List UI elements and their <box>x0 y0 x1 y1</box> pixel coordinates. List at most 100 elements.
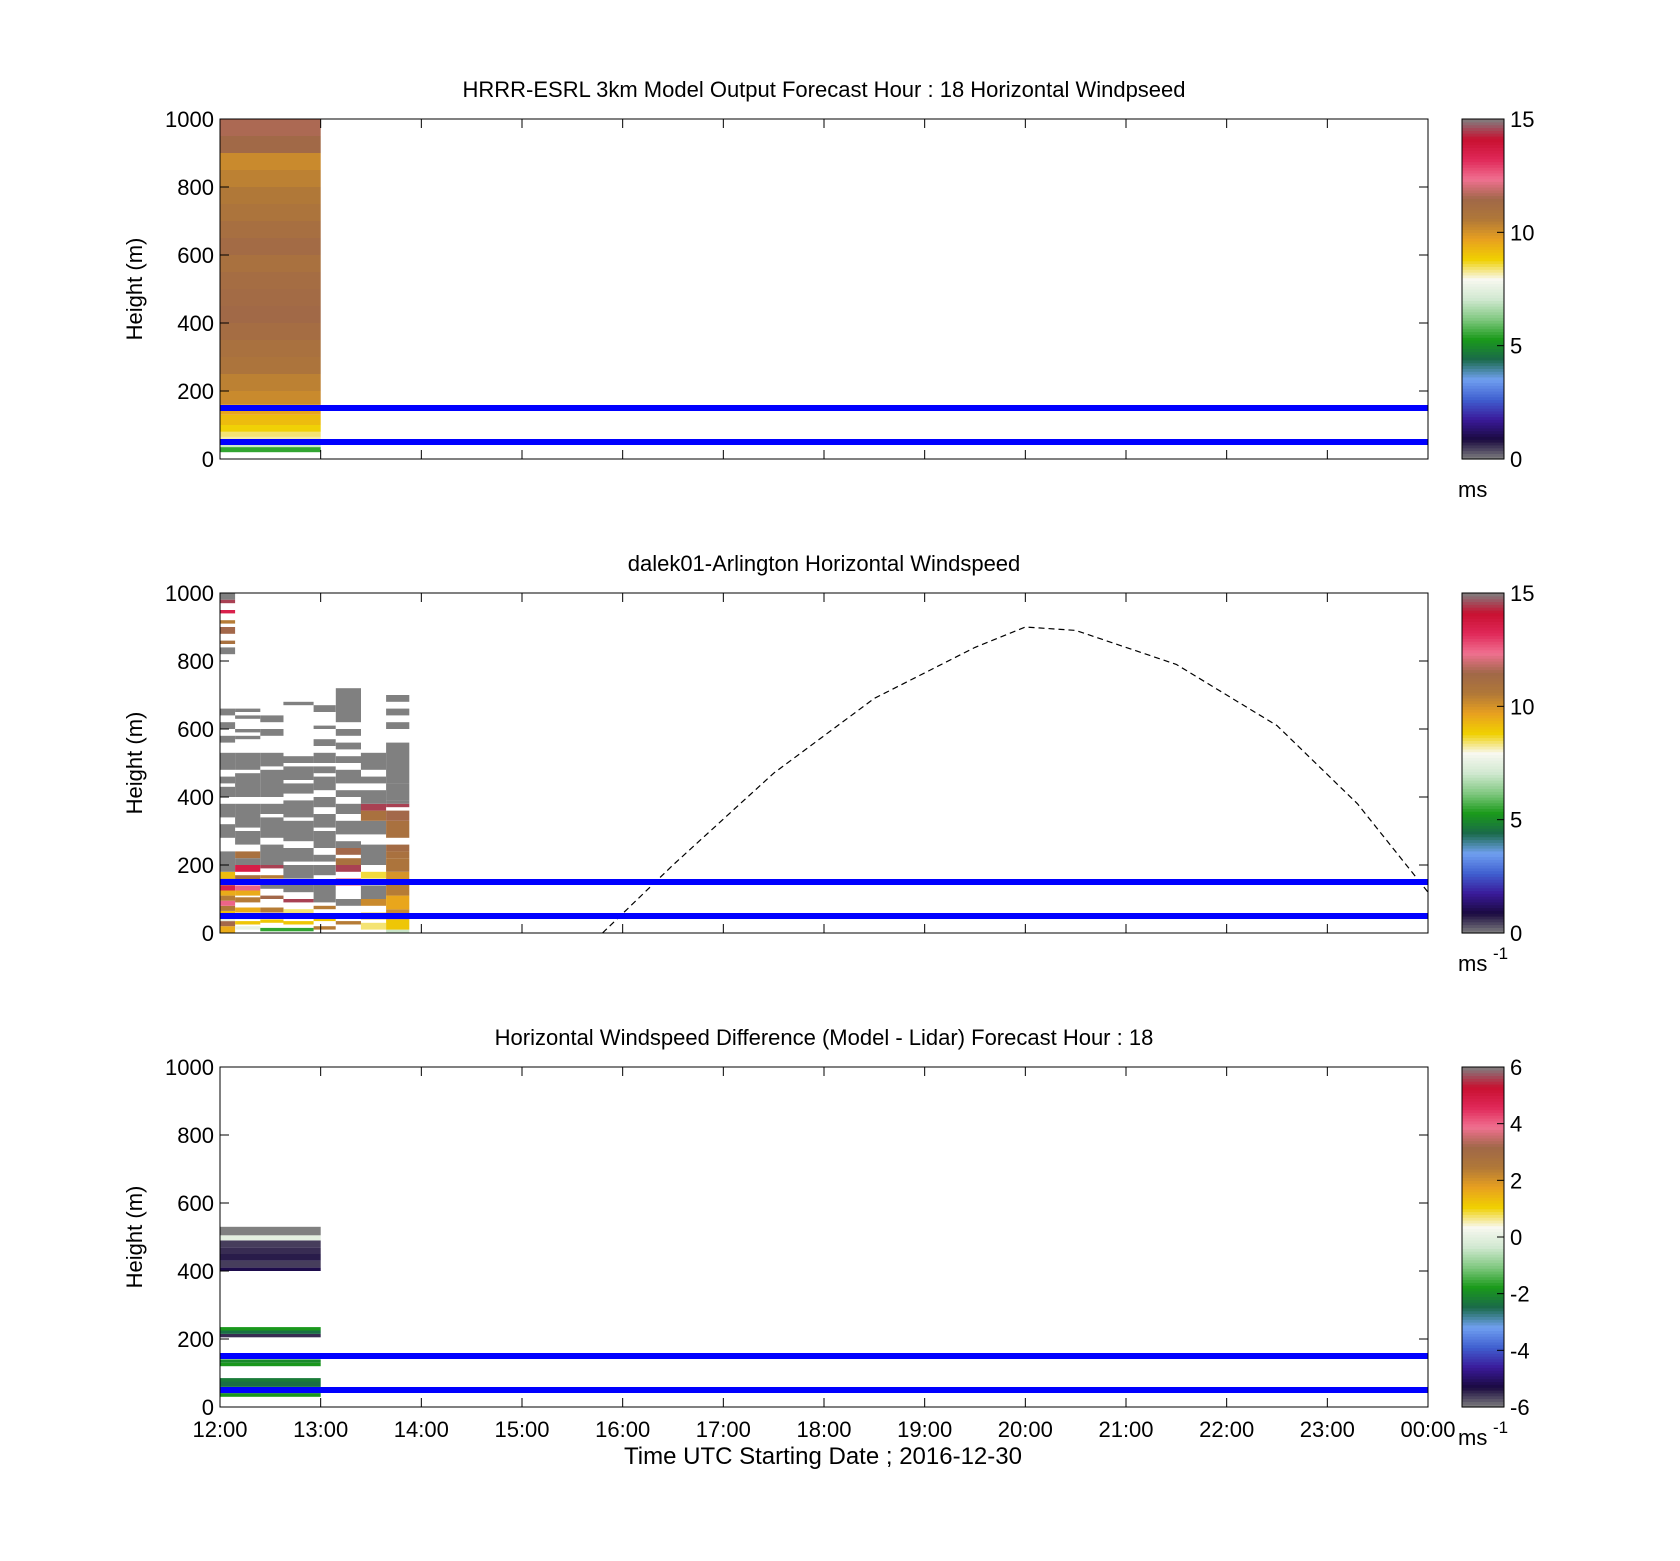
colorbar-tick-label: -4 <box>1510 1338 1530 1363</box>
colorbar-segment <box>1462 144 1504 148</box>
heatmap-cell <box>220 1260 321 1268</box>
heatmap-cell <box>313 865 336 876</box>
heatmap-cell <box>235 865 261 872</box>
colorbar-segment <box>1462 1339 1504 1343</box>
colorbar-segment <box>1462 246 1504 250</box>
colorbar-segment <box>1462 822 1504 826</box>
colorbar-segment <box>1462 218 1504 222</box>
colorbar-segment <box>1462 1101 1504 1105</box>
colorbar-segment <box>1462 1092 1504 1096</box>
heatmap-cell <box>386 871 410 882</box>
colorbar-segment <box>1462 1180 1504 1184</box>
colorbar-segment <box>1462 1072 1504 1077</box>
colorbar-segment <box>1462 1282 1504 1286</box>
colorbar-segment <box>1462 831 1504 835</box>
x-tick-label: 17:00 <box>696 1417 751 1442</box>
colorbar-segment <box>1462 306 1504 310</box>
heatmap-cell <box>220 627 236 634</box>
colorbar-segment <box>1462 819 1504 824</box>
colorbar-segment <box>1462 442 1504 446</box>
heatmap-cell <box>220 905 236 911</box>
colorbar-segment <box>1462 1288 1504 1292</box>
colorbar-segment <box>1462 797 1504 801</box>
colorbar-segment <box>1462 257 1504 262</box>
heatmap-cell <box>220 722 236 729</box>
colorbar-segment <box>1462 303 1504 307</box>
colorbar-segment <box>1462 1364 1504 1368</box>
heatmap-cell <box>220 1254 321 1261</box>
colorbar-segment <box>1462 320 1504 324</box>
colorbar-segment <box>1462 1245 1504 1249</box>
y-tick-label: 0 <box>202 447 214 472</box>
heatmap-cell <box>335 790 361 797</box>
colorbar-tick-label: 4 <box>1510 1112 1522 1137</box>
colorbar-segment <box>1462 751 1504 756</box>
heatmap-cell <box>235 773 261 797</box>
heatmap-cell <box>220 431 321 437</box>
colorbar-segment <box>1462 410 1504 415</box>
colorbar-segment <box>1462 1220 1504 1224</box>
colorbar-segment <box>1462 1143 1504 1147</box>
heatmap-cell <box>386 844 410 852</box>
colorbar-segment <box>1462 1373 1504 1377</box>
colorbar-segment <box>1462 726 1504 730</box>
heatmap-cell <box>313 854 336 862</box>
colorbar-segment <box>1462 1137 1504 1142</box>
heatmap-cell <box>235 858 261 865</box>
colorbar-segment <box>1462 689 1504 693</box>
y-tick-label: 0 <box>202 1395 214 1420</box>
colorbar-segment <box>1462 884 1504 889</box>
heatmap-cell <box>235 752 261 770</box>
heatmap-cell <box>220 1267 321 1271</box>
heatmap-cell <box>335 688 361 723</box>
heatmap-cell <box>260 729 284 736</box>
colorbar-tick-label: 0 <box>1510 1225 1522 1250</box>
colorbar-segment <box>1462 425 1504 429</box>
colorbar-segment <box>1462 734 1504 739</box>
colorbar-segment <box>1462 1350 1504 1354</box>
heatmap-cell <box>313 739 336 746</box>
heatmap-cell <box>283 701 314 706</box>
heatmap-cell <box>386 929 410 933</box>
colorbar-segment <box>1462 311 1504 316</box>
colorbar-segment <box>1462 618 1504 622</box>
colorbar-segment <box>1462 453 1504 457</box>
heatmap-cell <box>283 800 314 818</box>
colorbar-segment <box>1462 308 1504 313</box>
colorbar-segment <box>1462 709 1504 713</box>
heatmap-cell <box>220 620 236 624</box>
colorbar-segment <box>1462 405 1504 409</box>
colorbar-segment <box>1462 780 1504 784</box>
colorbar-segment <box>1462 1344 1504 1349</box>
colorbar-segment <box>1462 777 1504 781</box>
colorbar-segment <box>1462 119 1504 123</box>
heatmap-cell <box>220 374 321 391</box>
colorbar-segment <box>1462 167 1504 171</box>
colorbar-segment <box>1462 601 1504 605</box>
colorbar-segment <box>1462 896 1504 900</box>
colorbar-segment <box>1462 1174 1504 1179</box>
colorbar-segment <box>1462 1330 1504 1334</box>
y-tick-label: 600 <box>177 717 214 742</box>
colorbar-segment <box>1462 680 1504 685</box>
heatmap-cell <box>220 890 236 896</box>
x-tick-label: 16:00 <box>595 1417 650 1442</box>
colorbar-segment <box>1462 593 1504 597</box>
colorbar-segment <box>1462 1183 1504 1187</box>
colorbar-segment <box>1462 1341 1504 1346</box>
colorbar-segment <box>1462 1265 1504 1269</box>
heatmap-cell <box>283 882 314 893</box>
colorbar-segment <box>1462 748 1504 753</box>
colorbar-segment <box>1462 1293 1504 1298</box>
colorbar-segment <box>1462 1356 1504 1360</box>
colorbar-units-superscript: -1 <box>1493 1418 1508 1437</box>
colorbar-segment <box>1462 632 1504 637</box>
colorbar-segment <box>1462 1106 1504 1111</box>
colorbar-segment <box>1462 1194 1504 1198</box>
colorbar-segment <box>1462 1322 1504 1326</box>
colorbar-segment <box>1462 714 1504 719</box>
colorbar-segment <box>1462 422 1504 426</box>
colorbar-segment <box>1462 408 1504 412</box>
panel-3: 12:00 13:00 14:00 15:00 16:00 17:00 18:00 19:00… <box>122 1025 1530 1450</box>
colorbar-segment <box>1462 658 1504 662</box>
